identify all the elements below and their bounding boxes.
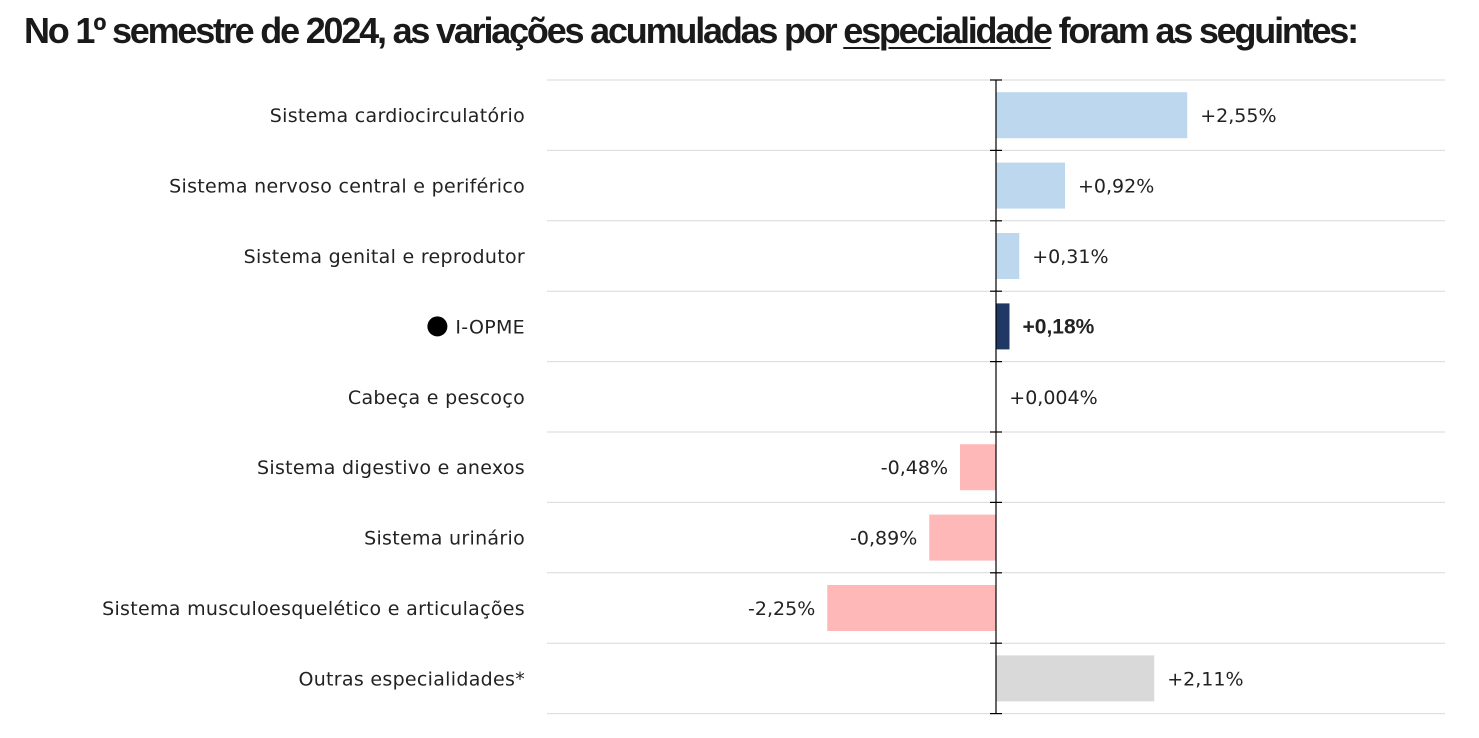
bar	[929, 514, 996, 561]
value-label: +0,18%	[1023, 315, 1095, 338]
value-label: -2,25%	[748, 598, 815, 620]
value-label: +0,31%	[1032, 246, 1108, 268]
category-label: Sistema musculoesquelético e articulaçõe…	[102, 598, 525, 620]
bar	[996, 162, 1065, 209]
bar	[996, 92, 1188, 139]
bar	[827, 585, 996, 631]
title-post: foram as seguintes:	[1050, 10, 1360, 51]
value-label: +2,11%	[1167, 668, 1243, 690]
value-label: +0,004%	[1009, 387, 1097, 409]
category-label: Sistema genital e reprodutor	[244, 246, 525, 268]
category-label: Sistema nervoso central e periférico	[169, 176, 525, 198]
category-label: Sistema urinário	[364, 528, 525, 550]
category-label: I-OPME	[455, 316, 525, 338]
title-pre: No 1º semestre de 2024, as variações acu…	[24, 10, 844, 51]
chart-title: No 1º semestre de 2024, as variações acu…	[24, 10, 1360, 52]
value-label: -0,48%	[881, 457, 948, 479]
bar	[996, 655, 1155, 702]
value-label: +0,92%	[1078, 176, 1154, 198]
bar	[996, 303, 1010, 350]
category-label: Sistema cardiocirculatório	[270, 105, 525, 127]
highlight-marker-icon	[427, 316, 448, 337]
category-label: Sistema digestivo e anexos	[257, 457, 525, 479]
bar	[996, 233, 1020, 279]
value-label: -0,89%	[850, 528, 917, 550]
title-underlined: especialidade	[843, 10, 1053, 51]
bar	[960, 444, 996, 491]
category-label: Outras especialidades*	[298, 668, 525, 690]
category-label: Cabeça e pescoço	[348, 387, 525, 409]
value-label: +2,55%	[1200, 105, 1276, 127]
